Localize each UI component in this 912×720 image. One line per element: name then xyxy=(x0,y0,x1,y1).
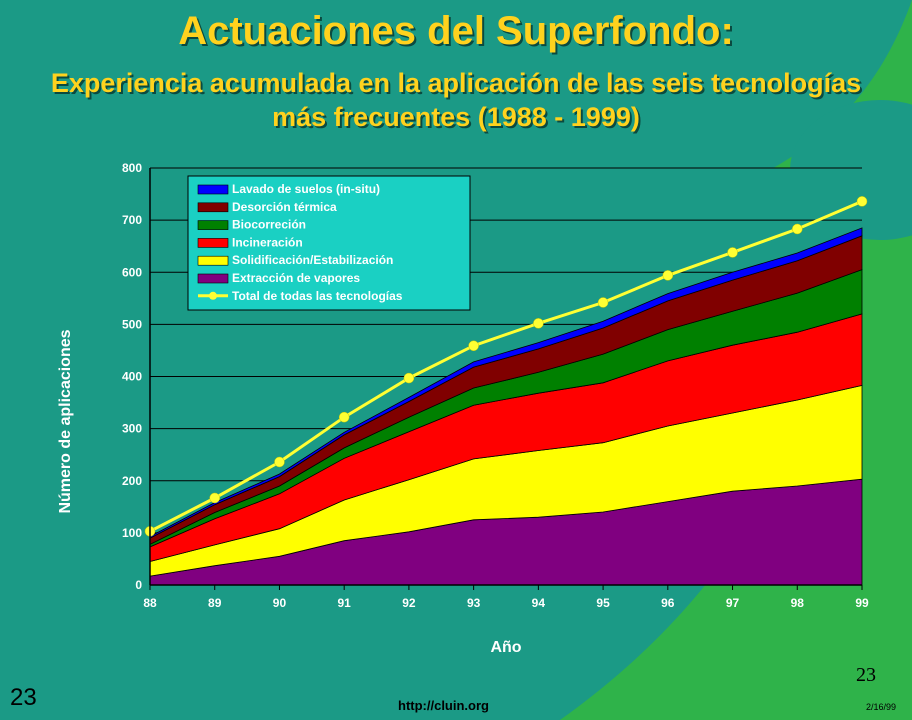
legend: Lavado de suelos (in-situ) Desorción térm… xyxy=(187,175,471,311)
x-axis-label: Año xyxy=(490,639,521,656)
x-tick-label: 91 xyxy=(338,596,352,610)
legend-swatch xyxy=(197,273,229,284)
page-subtitle: Experiencia acumulada en la aplicación d… xyxy=(50,68,862,132)
legend-entry: Solidificación/Estabilización xyxy=(232,253,393,267)
total-point xyxy=(727,247,738,258)
y-tick-label: 800 xyxy=(122,161,142,175)
total-point xyxy=(338,411,350,423)
y-tick-label: 0 xyxy=(135,578,142,592)
x-tick-label: 99 xyxy=(855,596,869,610)
total-point xyxy=(856,196,868,207)
axes: 0 100 200 300 400 500 600 700 800 88 89 90 91 92 93 94 9… xyxy=(122,161,869,610)
total-point xyxy=(533,318,544,329)
x-tick-label: 92 xyxy=(402,596,416,610)
series-areas xyxy=(149,227,863,586)
x-tick-label: 94 xyxy=(532,596,546,610)
legend-entry: Lavado de suelos (in-situ) xyxy=(232,182,380,196)
y-tick-label: 500 xyxy=(122,317,142,331)
legend-swatch xyxy=(197,220,229,230)
x-tick-label: 96 xyxy=(661,596,675,610)
x-tick-label: 98 xyxy=(791,596,805,610)
legend-entry: Biocorreción xyxy=(232,218,306,232)
x-tick-label: 93 xyxy=(467,596,481,610)
y-tick-label: 600 xyxy=(122,265,142,279)
legend-swatch xyxy=(197,184,229,195)
x-tick-label: 97 xyxy=(726,596,740,610)
total-point xyxy=(274,456,285,468)
x-tick-label: 89 xyxy=(208,596,222,610)
legend-entry: Incineración xyxy=(232,235,303,249)
legend-swatch xyxy=(197,255,229,266)
legend-swatch xyxy=(197,238,229,248)
total-point xyxy=(792,223,803,235)
x-tick-label: 95 xyxy=(596,596,610,610)
y-tick-label: 400 xyxy=(122,370,142,384)
x-tick-label: 90 xyxy=(273,596,287,610)
total-point xyxy=(403,372,415,384)
area-series-5 xyxy=(149,227,863,539)
total-line xyxy=(149,200,863,533)
legend-entry: Extracción de vapores xyxy=(232,271,360,285)
total-point xyxy=(468,340,479,351)
slide-number-right: 23 xyxy=(856,664,876,686)
legend-swatch xyxy=(197,202,229,213)
total-point xyxy=(662,270,674,281)
footer-date: 2/16/99 xyxy=(866,702,897,712)
total-point xyxy=(209,492,220,504)
footer-url: http://cluin.org xyxy=(398,698,489,713)
legend-entry: Total de todas las tecnologías xyxy=(232,289,403,303)
legend-box xyxy=(187,175,471,311)
y-tick-label: 100 xyxy=(122,526,142,540)
y-tick-label: 700 xyxy=(122,213,142,227)
y-tick-label: 200 xyxy=(122,474,142,488)
y-tick-label: 300 xyxy=(122,422,142,436)
total-point xyxy=(597,297,609,308)
y-axis-label: Número de aplicaciones xyxy=(57,329,74,513)
total-series xyxy=(144,196,868,537)
page-title: Actuaciones del Superfondo: xyxy=(178,9,734,53)
slide-number-left: 23 xyxy=(10,684,37,711)
x-tick-label: 88 xyxy=(143,596,157,610)
legend-marker-total xyxy=(209,291,217,300)
legend-entry: Desorción térmica xyxy=(232,200,337,214)
